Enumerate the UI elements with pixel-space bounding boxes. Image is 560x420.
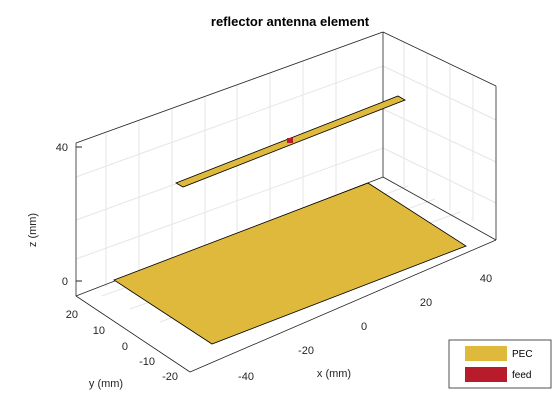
y-tick-label: -10 bbox=[139, 356, 155, 368]
legend-swatch-pec bbox=[465, 346, 507, 361]
y-tick-label: 20 bbox=[66, 309, 78, 321]
z-tick-label: 40 bbox=[56, 142, 68, 154]
reflector-ground-plane bbox=[113, 182, 467, 345]
legend: PEC feed bbox=[448, 339, 552, 389]
x-axis: -40 -20 0 20 40 x (mm) bbox=[238, 273, 492, 383]
axes-box bbox=[75, 31, 497, 373]
y-axis: 20 10 0 -10 -20 y (mm) bbox=[66, 309, 178, 390]
legend-swatch-feed bbox=[465, 367, 507, 382]
z-tick-label: 0 bbox=[62, 276, 68, 288]
x-tick-label: 40 bbox=[480, 273, 492, 285]
z-axis: 40 0 z (mm) bbox=[27, 142, 82, 288]
z-axis-label: z (mm) bbox=[27, 213, 39, 247]
feed-point bbox=[287, 138, 293, 143]
figure-title: reflector antenna element bbox=[211, 14, 370, 29]
y-tick-label: 0 bbox=[122, 341, 128, 353]
x-tick-label: -40 bbox=[238, 371, 254, 383]
x-axis-label: x (mm) bbox=[317, 368, 351, 380]
y-tick-label: 10 bbox=[93, 325, 105, 337]
x-tick-label: -20 bbox=[298, 345, 314, 357]
x-tick-label: 20 bbox=[420, 297, 432, 309]
y-tick-label: -20 bbox=[162, 371, 178, 383]
legend-label-pec: PEC bbox=[512, 349, 533, 360]
y-axis-label: y (mm) bbox=[89, 378, 123, 390]
x-tick-label: 0 bbox=[361, 321, 367, 333]
legend-label-feed: feed bbox=[512, 370, 531, 381]
